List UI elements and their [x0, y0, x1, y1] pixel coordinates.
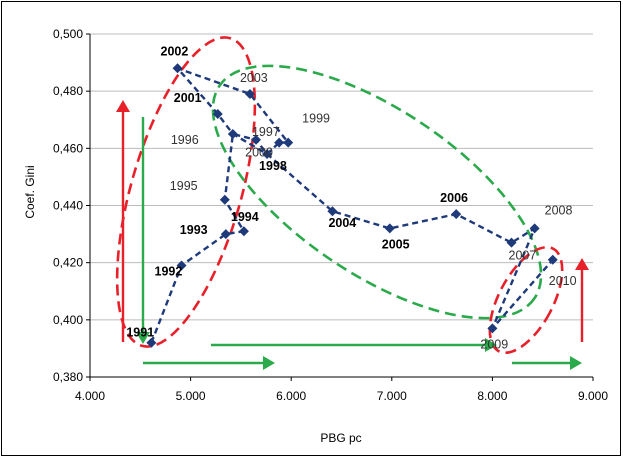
axes: 0,380 0,400 0,420 0,440 0,460 0,480 0,500 4.000…	[53, 27, 608, 403]
x-tick-label: 5.000	[176, 389, 206, 403]
arrow-head	[136, 332, 150, 344]
point-2009	[487, 323, 498, 334]
arrow-head	[263, 356, 275, 370]
green-arrow-down	[136, 117, 150, 344]
point-label-2010: 2010	[549, 274, 577, 288]
data-points	[146, 63, 558, 348]
point-label-1996: 1996	[171, 133, 199, 147]
red-arrow-up-right	[575, 258, 589, 342]
x-tick-label: 9.000	[578, 389, 608, 403]
point-label-2007: 2007	[509, 249, 537, 263]
x-tick-label: 6.000	[276, 389, 306, 403]
y-tick-label: 0,420	[53, 256, 83, 270]
point-1991	[146, 337, 157, 348]
point-labels: 1991 1992 1993 1994 1995 1996 1997 1998 1999 2000…	[126, 44, 576, 351]
point-label-2008: 2008	[545, 203, 573, 217]
point-label-1993: 1993	[180, 223, 208, 237]
point-1994	[238, 226, 249, 237]
point-2008	[529, 223, 540, 234]
point-label-2004: 2004	[328, 216, 356, 230]
point-2005	[384, 223, 395, 234]
point-label-1991: 1991	[126, 326, 154, 340]
point-label-1997: 1997	[252, 125, 280, 139]
x-axis-title: PBG pc	[320, 431, 361, 445]
point-label-2009: 2009	[480, 337, 508, 351]
point-label-1995: 1995	[170, 179, 198, 193]
x-tick-label: 4.000	[75, 389, 105, 403]
point-label-1999: 1999	[302, 112, 330, 126]
point-label-1992: 1992	[155, 265, 183, 279]
red-arrow-up-left	[116, 100, 130, 342]
y-tick-label: 0,480	[53, 84, 83, 98]
y-tick-label: 0,460	[53, 141, 83, 155]
red-ellipse-right	[488, 245, 564, 355]
series-path	[150, 67, 554, 344]
point-1998	[262, 149, 273, 160]
point-1997	[250, 134, 261, 145]
arrow-head	[570, 356, 582, 370]
green-arrow-right-1	[143, 356, 275, 370]
point-label-1994: 1994	[231, 210, 259, 224]
point-2003	[244, 89, 255, 100]
x-tick-label: 8.000	[477, 389, 507, 403]
point-2010	[547, 254, 558, 265]
point-1996	[227, 129, 238, 140]
y-tick-label: 0,440	[53, 199, 83, 213]
point-2002	[172, 63, 183, 74]
arrow-head	[485, 338, 497, 352]
series-line	[150, 67, 554, 344]
point-label-1998: 1998	[259, 159, 287, 173]
gridlines	[90, 33, 593, 378]
point-2006	[451, 209, 462, 220]
point-label-2001: 2001	[174, 91, 202, 105]
point-label-2003: 2003	[240, 71, 268, 85]
y-tick-label: 0,400	[53, 313, 83, 327]
annotations	[115, 36, 589, 370]
arrow-head	[116, 100, 130, 112]
y-axis-title: Coef. Gini	[23, 165, 37, 218]
point-1999	[283, 137, 294, 148]
arrow-head	[575, 258, 589, 270]
point-label-2006: 2006	[440, 191, 468, 205]
point-1995	[219, 194, 230, 205]
point-1992	[176, 260, 187, 271]
green-arrow-right-3	[512, 356, 582, 370]
point-label-2000: 2000	[245, 146, 273, 160]
point-2001	[212, 109, 223, 120]
red-ellipse-left	[115, 36, 257, 348]
green-arrow-right-2	[211, 338, 497, 352]
point-2004	[327, 206, 338, 217]
point-2000	[274, 137, 285, 148]
point-2007	[506, 237, 517, 248]
point-label-2002: 2002	[161, 44, 189, 58]
green-ellipse-center	[211, 64, 543, 320]
point-1993	[220, 229, 231, 240]
y-tick-label: 0,380	[53, 370, 83, 384]
point-label-2005: 2005	[382, 237, 410, 251]
y-tick-label: 0,500	[53, 27, 83, 41]
x-tick-label: 7.000	[377, 389, 407, 403]
